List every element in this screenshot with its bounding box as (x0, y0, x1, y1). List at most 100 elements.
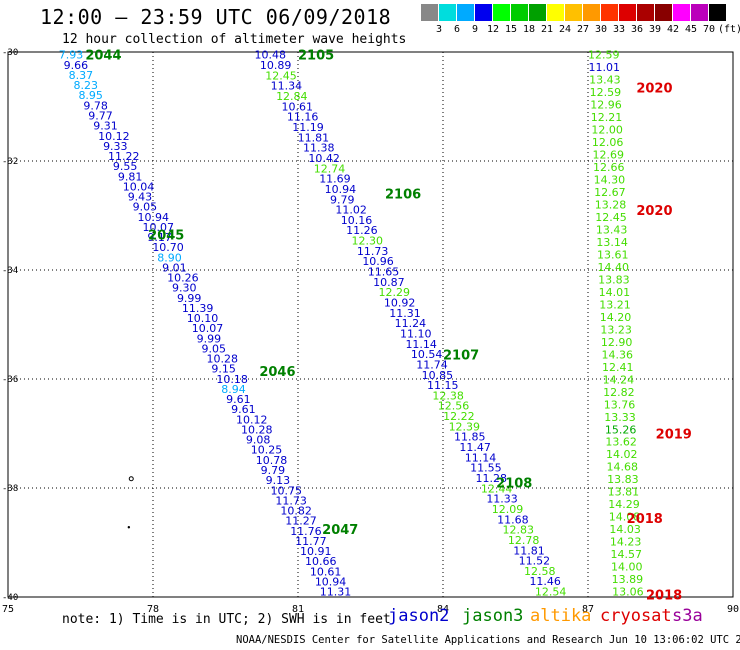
track-id-label: 2020 (636, 204, 672, 219)
wave-height-value: 10.54 (411, 348, 443, 361)
wave-height-value: 8.37 (69, 69, 94, 82)
footer-credit: NOAA/NESDIS Center for Satellite Applica… (236, 634, 740, 646)
wave-height-value: 12.58 (524, 565, 556, 578)
wave-height-value: 9.13 (266, 474, 291, 487)
wave-height-value: 13.83 (607, 473, 639, 486)
scale-swatch (457, 4, 474, 21)
wave-height-value: 10.94 (315, 575, 347, 588)
wave-height-value: 12.45 (265, 69, 297, 82)
scale-swatch (565, 4, 582, 21)
wave-height-value: 14.68 (607, 461, 639, 474)
wave-height-value: 12.83 (502, 524, 534, 537)
wave-height-value: 9.61 (231, 403, 256, 416)
wave-height-value: 10.28 (206, 353, 238, 366)
track-id-label: 2105 (298, 49, 334, 64)
wave-height-value: 13.23 (600, 323, 632, 336)
wave-height-value: 11.77 (295, 535, 327, 548)
wave-height-value: 10.26 (167, 272, 199, 285)
wave-height-value: 9.61 (226, 393, 251, 406)
wave-height-value: 9.77 (88, 109, 113, 122)
wave-height-value: 14.40 (598, 261, 630, 274)
wave-height-value: 10.61 (310, 565, 342, 578)
scale-tick-label: 21 (540, 24, 554, 35)
wave-height-value: 9.30 (172, 282, 197, 295)
track-id-label: 2018 (646, 588, 682, 603)
wave-height-value: 10.07 (192, 322, 224, 335)
scale-tick-label: 3 (435, 24, 443, 35)
island-marker (128, 476, 134, 482)
wave-height-value: 13.43 (596, 224, 628, 237)
wave-height-value: 14.24 (603, 373, 635, 386)
wave-height-value: 9.17 (147, 231, 172, 244)
wave-height-value: 11.16 (287, 111, 319, 124)
wave-height-value: 10.48 (255, 49, 287, 62)
wave-height-value: 12.41 (602, 361, 634, 374)
wave-height-value: 12.74 (314, 162, 346, 175)
wave-height-value: 12.84 (276, 90, 308, 103)
scale-swatch (439, 4, 456, 21)
wave-height-value: 10.28 (241, 423, 273, 436)
wave-height-value: 13.83 (598, 273, 630, 286)
wave-height-value: 9.01 (162, 261, 187, 274)
scale-swatch (619, 4, 636, 21)
wave-height-value: 14.57 (610, 548, 642, 561)
notes-text: note: 1) Time is in UTC; 2) SWH is in fe… (62, 612, 391, 627)
wave-height-value: 10.89 (260, 59, 292, 72)
scale-tick-label: 30 (594, 24, 608, 35)
scale-swatch (475, 4, 492, 21)
wave-height-value: 13.28 (595, 199, 627, 212)
scale-tick-label: 39 (648, 24, 662, 35)
track-id-label: 2108 (496, 477, 532, 492)
wave-height-value: 10.07 (142, 221, 174, 234)
track-id-label: 2107 (443, 348, 479, 363)
wave-height-value: 14.02 (606, 448, 638, 461)
scale-tick-label: 33 (612, 24, 626, 35)
wave-height-value: 12.67 (594, 186, 626, 199)
wave-height-value: 10.61 (281, 100, 313, 113)
wave-height-value: 11.74 (416, 358, 448, 371)
track-id-label: 2045 (148, 229, 184, 244)
wave-height-value: 12.56 (438, 400, 470, 413)
wave-height-value: 9.43 (128, 191, 152, 204)
wave-height-value: 13.33 (604, 411, 636, 424)
scale-tick-label: 12 (486, 24, 500, 35)
wave-height-value: 11.73 (357, 245, 389, 258)
wave-height-value: 14.08 (609, 511, 641, 524)
wave-height-value: 10.87 (373, 276, 405, 289)
wave-height-value: 13.43 (589, 74, 621, 87)
wave-height-value: 8.23 (74, 79, 99, 92)
wave-height-value: 14.30 (594, 174, 626, 187)
wave-height-value: 14.00 (611, 561, 643, 574)
wave-height-value: 12.21 (591, 111, 623, 124)
y-tick-label: -36 (2, 375, 18, 385)
wave-height-value: 13.81 (608, 486, 640, 499)
wave-height-value: 12.54 (535, 586, 567, 599)
wave-height-value: 13.14 (596, 236, 628, 249)
satellite-legend-jason2: jason2 (388, 606, 450, 626)
wave-height-value: 11.85 (454, 431, 486, 444)
wave-height-value: 9.55 (113, 160, 138, 173)
map-title: 12:00 – 23:59 UTC 06/09/2018 (40, 5, 392, 29)
wave-height-value: 12.59 (588, 49, 620, 62)
wave-height-value: 9.15 (211, 363, 236, 376)
wave-height-value: 10.70 (152, 241, 184, 254)
scale-swatch (691, 4, 708, 21)
wave-height-value: 11.27 (285, 515, 317, 528)
wave-height-value: 10.12 (236, 413, 268, 426)
wave-height-value: 11.81 (513, 544, 545, 557)
wave-height-value: 11.14 (405, 338, 437, 351)
wave-height-value: 12.82 (603, 386, 635, 399)
plot-frame (7, 51, 734, 598)
wave-height-value: 13.61 (597, 248, 629, 261)
wave-height-value: 10.66 (305, 555, 337, 568)
x-tick-label: 90 (727, 604, 739, 615)
wave-height-value: 10.04 (123, 180, 154, 193)
wave-height-color-scale: (ft) 3 6 9 12 15 18 21 24 27 30 33 36 39 42 45 70 (421, 4, 740, 36)
wave-height-value: 11.69 (319, 173, 351, 186)
wave-height-value: 10.78 (256, 454, 288, 467)
scale-tick-label: 27 (576, 24, 590, 35)
wave-height-value: 11.68 (497, 513, 529, 526)
wave-height-value: 12.66 (593, 161, 625, 174)
wave-height-value: 9.79 (261, 464, 286, 477)
